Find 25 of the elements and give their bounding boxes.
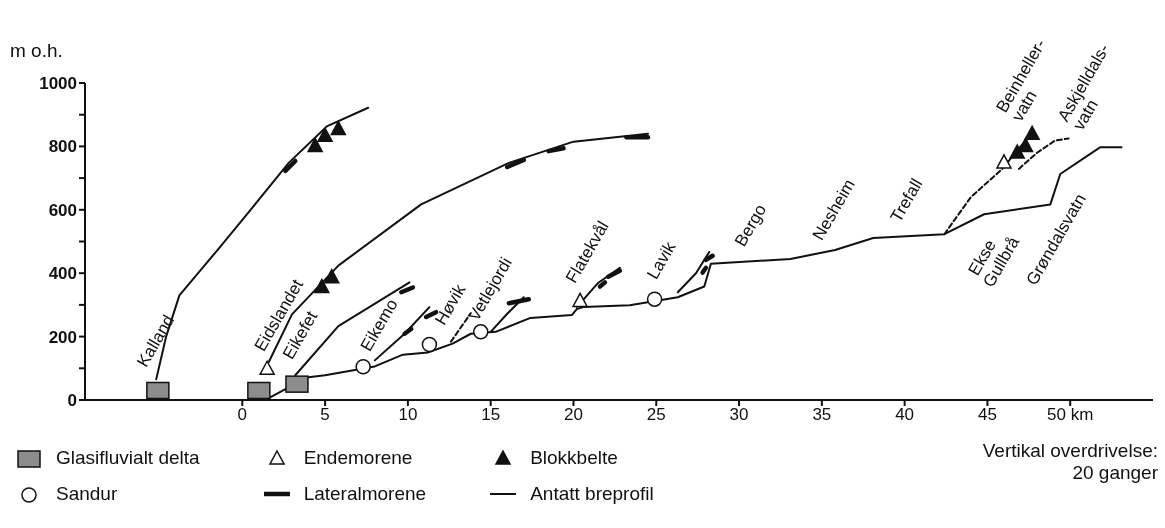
y-tick-label: 0 (67, 391, 77, 411)
x-tick-label: 15 (481, 405, 501, 425)
y-tick-label: 400 (48, 264, 77, 284)
x-tick-label: 5 (320, 405, 330, 425)
y-tick-label: 600 (48, 200, 77, 220)
x-tick-label: 50 km (1047, 405, 1094, 425)
x-tick-label: 45 (977, 405, 997, 425)
y-tick-label: 200 (48, 327, 77, 347)
legend-label: Endemorene (303, 447, 413, 469)
y-tick-label: 800 (48, 137, 77, 157)
text: Vertikal overdrivelse: 20 ganger (982, 440, 1158, 484)
x-tick-label: 25 (646, 405, 666, 425)
x-tick-label: 35 (812, 405, 832, 425)
x-tick-label: 30 (729, 405, 749, 425)
x-tick-label: 20 (564, 405, 583, 425)
legend-label: Blokkbelte (530, 447, 618, 469)
legend-label: Lateralmorene (303, 483, 427, 505)
x-tick-label: 40 (895, 405, 915, 425)
legend-label: Glasifluvialt delta (56, 447, 200, 469)
x-tick-label: 0 (237, 405, 248, 425)
x-tick-label: 10 (398, 405, 418, 425)
legend-label: Sandur (56, 483, 118, 505)
y-axis-title: m o.h. (10, 40, 63, 62)
y-tick-label: 1000 (39, 74, 77, 94)
legend-label: Antatt breprofil (530, 483, 654, 505)
